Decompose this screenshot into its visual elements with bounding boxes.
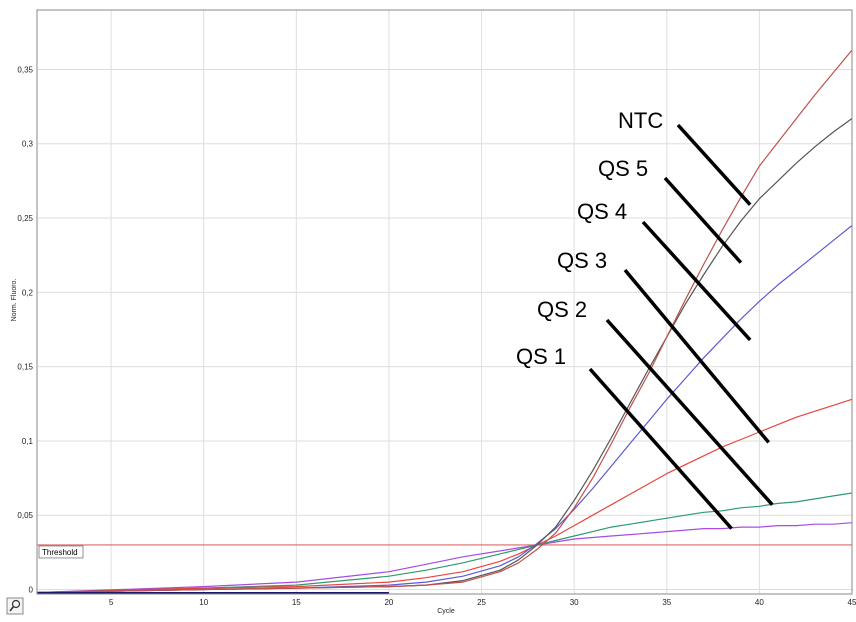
y-tick-label: 0,25 [17,214,33,223]
series-line-ntc [36,49,853,594]
y-tick-label: 0,2 [22,288,34,297]
callout-label-qs-4: QS 4 [577,199,627,224]
series-line-qs-3 [36,398,853,594]
x-tick-label: 20 [384,598,393,607]
x-tick-label: 40 [755,598,764,607]
y-axis-title: Norm. Fluoro. [11,279,18,322]
x-tick-label: 10 [199,598,208,607]
callout-annotations: NTC QS 5 QS 4 QS 3 QS 2 QS 1 [516,108,774,530]
callout-label-qs-3: QS 3 [557,248,607,273]
callout-leader-qs-1 [588,367,733,530]
x-tick-label: 25 [477,598,486,607]
x-axis-title: Cycle [437,608,455,615]
callout-label-qs-1: QS 1 [516,344,566,369]
callout-leader-qs-5 [663,176,743,264]
callout-leader-qs-2 [605,318,774,507]
series-line-qs-1 [36,522,853,594]
y-tick-label: 0,3 [22,140,34,149]
series-line-qs-2 [36,492,853,594]
y-tick-label: 0,15 [17,363,33,372]
callout-label-qs-2: QS 2 [537,297,587,322]
callout-label-qs-5: QS 5 [598,156,648,181]
threshold-label-box [38,545,84,559]
callout-leader-qs-3 [623,268,770,444]
axes [36,9,853,595]
series-line-qs-4 [36,225,853,594]
tick-labels: 5 10 15 20 25 30 35 40 45 0 0,05 0,1 0,15 0,2 0,25 0,3 0… [17,65,856,607]
callout-leader-qs-4 [641,220,752,342]
plot-frame [36,9,853,595]
y-tick-label: 0,1 [22,437,34,446]
y-tick-label: 0 [29,586,34,595]
series-lines [36,49,853,595]
x-tick-label: 30 [570,598,579,607]
threshold-group: Threshold [37,544,852,559]
callout-leader-ntc [676,123,752,206]
threshold-label: Threshold [42,548,78,557]
x-tick-label: 45 [848,598,856,607]
x-tick-label: 5 [109,598,114,607]
x-tick-label: 35 [662,598,671,607]
callout-label-ntc: NTC [618,108,663,133]
y-tick-label: 0,35 [17,65,33,74]
zoom-icon[interactable] [6,597,24,615]
x-tick-label: 15 [292,598,301,607]
y-tick-label: 0,05 [17,511,33,520]
